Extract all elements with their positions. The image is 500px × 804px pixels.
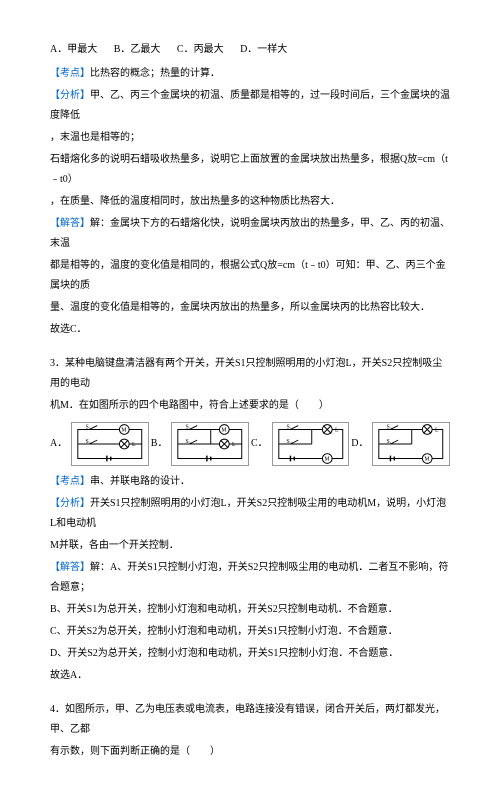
q2-kaodian: 【考点】比热容的概念；热量的计算． [50,64,450,84]
circuit-choices: A． S₁ M S₂ L B． S₁ M S₂ [50,422,450,466]
svg-text:S₂: S₂ [186,439,191,445]
q3-jieda-4: D、开关S2为总开关，控制小灯泡和电动机，开关S1只控制小灯泡．不合题意． [50,644,450,664]
q4-stem-2: 有示数，则下面判断正确的是（ ） [50,742,450,762]
q3-stem-2: 机M．在如图所示的四个电路图中，符合上述要求的是（ ） [50,396,450,416]
fenxi-text-1: 甲、乙、丙三个金属块的初温、质量都是相等的，过一段时间后，三个金属块的温度降低 [50,90,450,121]
q3-jieda-2: B、开关S1为总开关，控制小灯泡和电动机，开关S2只控制电动机．不合题意． [50,600,450,620]
svg-text:M: M [222,427,227,433]
circuit-diagram-d: S₂ L S₁ M [372,422,450,466]
q2-jieda-4: 故选C． [50,320,450,340]
svg-text:S₁: S₁ [387,439,392,445]
svg-text:S₂: S₂ [286,439,291,445]
svg-text:L: L [435,427,439,433]
choice-label-d: D． [351,434,368,454]
kaodian-tag: 【考点】 [50,476,90,487]
q3-jieda-5: 故选A． [50,666,450,686]
q3-jieda-3: C、开关S2为总开关，控制小灯泡和电动机，开关S1只控制小灯泡．不合题意． [50,622,450,642]
svg-text:S₂: S₂ [86,439,91,445]
svg-text:M: M [425,456,430,462]
q2-fenxi-3: 石蜡熔化多的说明石蜡吸收热量多，说明它上面放置的金属块放出热量多，根据Q放=cm… [50,150,450,190]
fenxi-tag: 【分析】 [50,498,90,509]
fenxi-text-1: 开关S1只控制照明用的小灯泡L，开关S2只控制吸尘用的电动机M，说明，小灯泡L和… [50,498,446,529]
circuit-diagram-c: S₁ L S₂ M [272,422,350,466]
option-a: A．甲最大 [50,40,97,60]
q3-fenxi-1: 【分析】开关S1只控制照明用的小灯泡L，开关S2只控制吸尘用的电动机M，说明，小… [50,494,450,534]
svg-text:S₂: S₂ [387,425,392,431]
q2-jieda-3: 量、温度的变化值是相等的，金属块丙放出的热量多，所以金属块丙的比热容比较大． [50,298,450,318]
q2-options: A．甲最大 B．乙最大 C．丙最大 D．一样大 [50,40,450,60]
svg-text:M: M [122,427,127,433]
jieda-text-1: 解：金属块下方的石蜡熔化快，说明金属块丙放出的热量多，甲、乙、丙的初温、末温 [50,218,450,249]
kaodian-text: 比热容的概念；热量的计算． [90,68,220,79]
kaodian-text: 串、并联电路的设计． [90,476,190,487]
q2-fenxi-4: ，在质量、降低的温度相同时，放出热量多的这种物质比热容大． [50,192,450,212]
q3-kaodian: 【考点】串、并联电路的设计． [50,472,450,492]
jieda-tag: 【解答】 [50,562,90,573]
q3-fenxi-2: M并联，各由一个开关控制． [50,536,450,556]
option-d: D．一样大 [240,40,287,60]
fenxi-tag: 【分析】 [50,90,90,101]
option-c: C．丙最大 [177,40,224,60]
q3-jieda-1: 【解答】解：A、开关S1只控制小灯泡，开关S2只控制吸尘用的电动机．二者互不影响… [50,558,450,598]
option-b: B．乙最大 [114,40,161,60]
svg-text:S₁: S₁ [286,425,291,431]
jieda-text-1: 解：A、开关S1只控制小灯泡，开关S2只控制吸尘用的电动机．二者互不影响，符合题… [50,562,448,593]
q2-fenxi-1: 【分析】甲、乙、丙三个金属块的初温、质量都是相等的，过一段时间后，三个金属块的温… [50,86,450,126]
svg-text:S₁: S₁ [86,425,91,431]
q3-stem-1: 3．某种电脑键盘清洁器有两个开关，开关S1只控制照明用的小灯泡L，开关S2只控制… [50,354,450,394]
svg-text:M: M [324,456,329,462]
svg-text:S₁: S₁ [186,425,191,431]
q2-jieda-2: 都是相等的，温度的变化值是相同的，根据公式Q放=cm（t﹣t0）可知：甲、乙、丙… [50,256,450,296]
svg-text:L: L [335,427,339,433]
q2-jieda-1: 【解答】解：金属块下方的石蜡熔化快，说明金属块丙放出的热量多，甲、乙、丙的初温、… [50,214,450,254]
choice-label-c: C． [251,434,268,454]
jieda-tag: 【解答】 [50,218,90,229]
choice-label-a: A． [50,434,67,454]
svg-text:L: L [233,442,237,448]
q2-fenxi-2: ，末温也是相等的； [50,128,450,148]
circuit-diagram-b: S₁ M S₂ L [171,422,249,466]
q4-stem-1: 4．如图所示，甲、乙为电压表或电流表，电路连接没有错误，闭合开关后，两灯都发光，… [50,700,450,740]
kaodian-tag: 【考点】 [50,68,90,79]
svg-text:L: L [132,442,136,448]
circuit-diagram-a: S₁ M S₂ L [71,422,149,466]
choice-label-b: B． [151,434,168,454]
